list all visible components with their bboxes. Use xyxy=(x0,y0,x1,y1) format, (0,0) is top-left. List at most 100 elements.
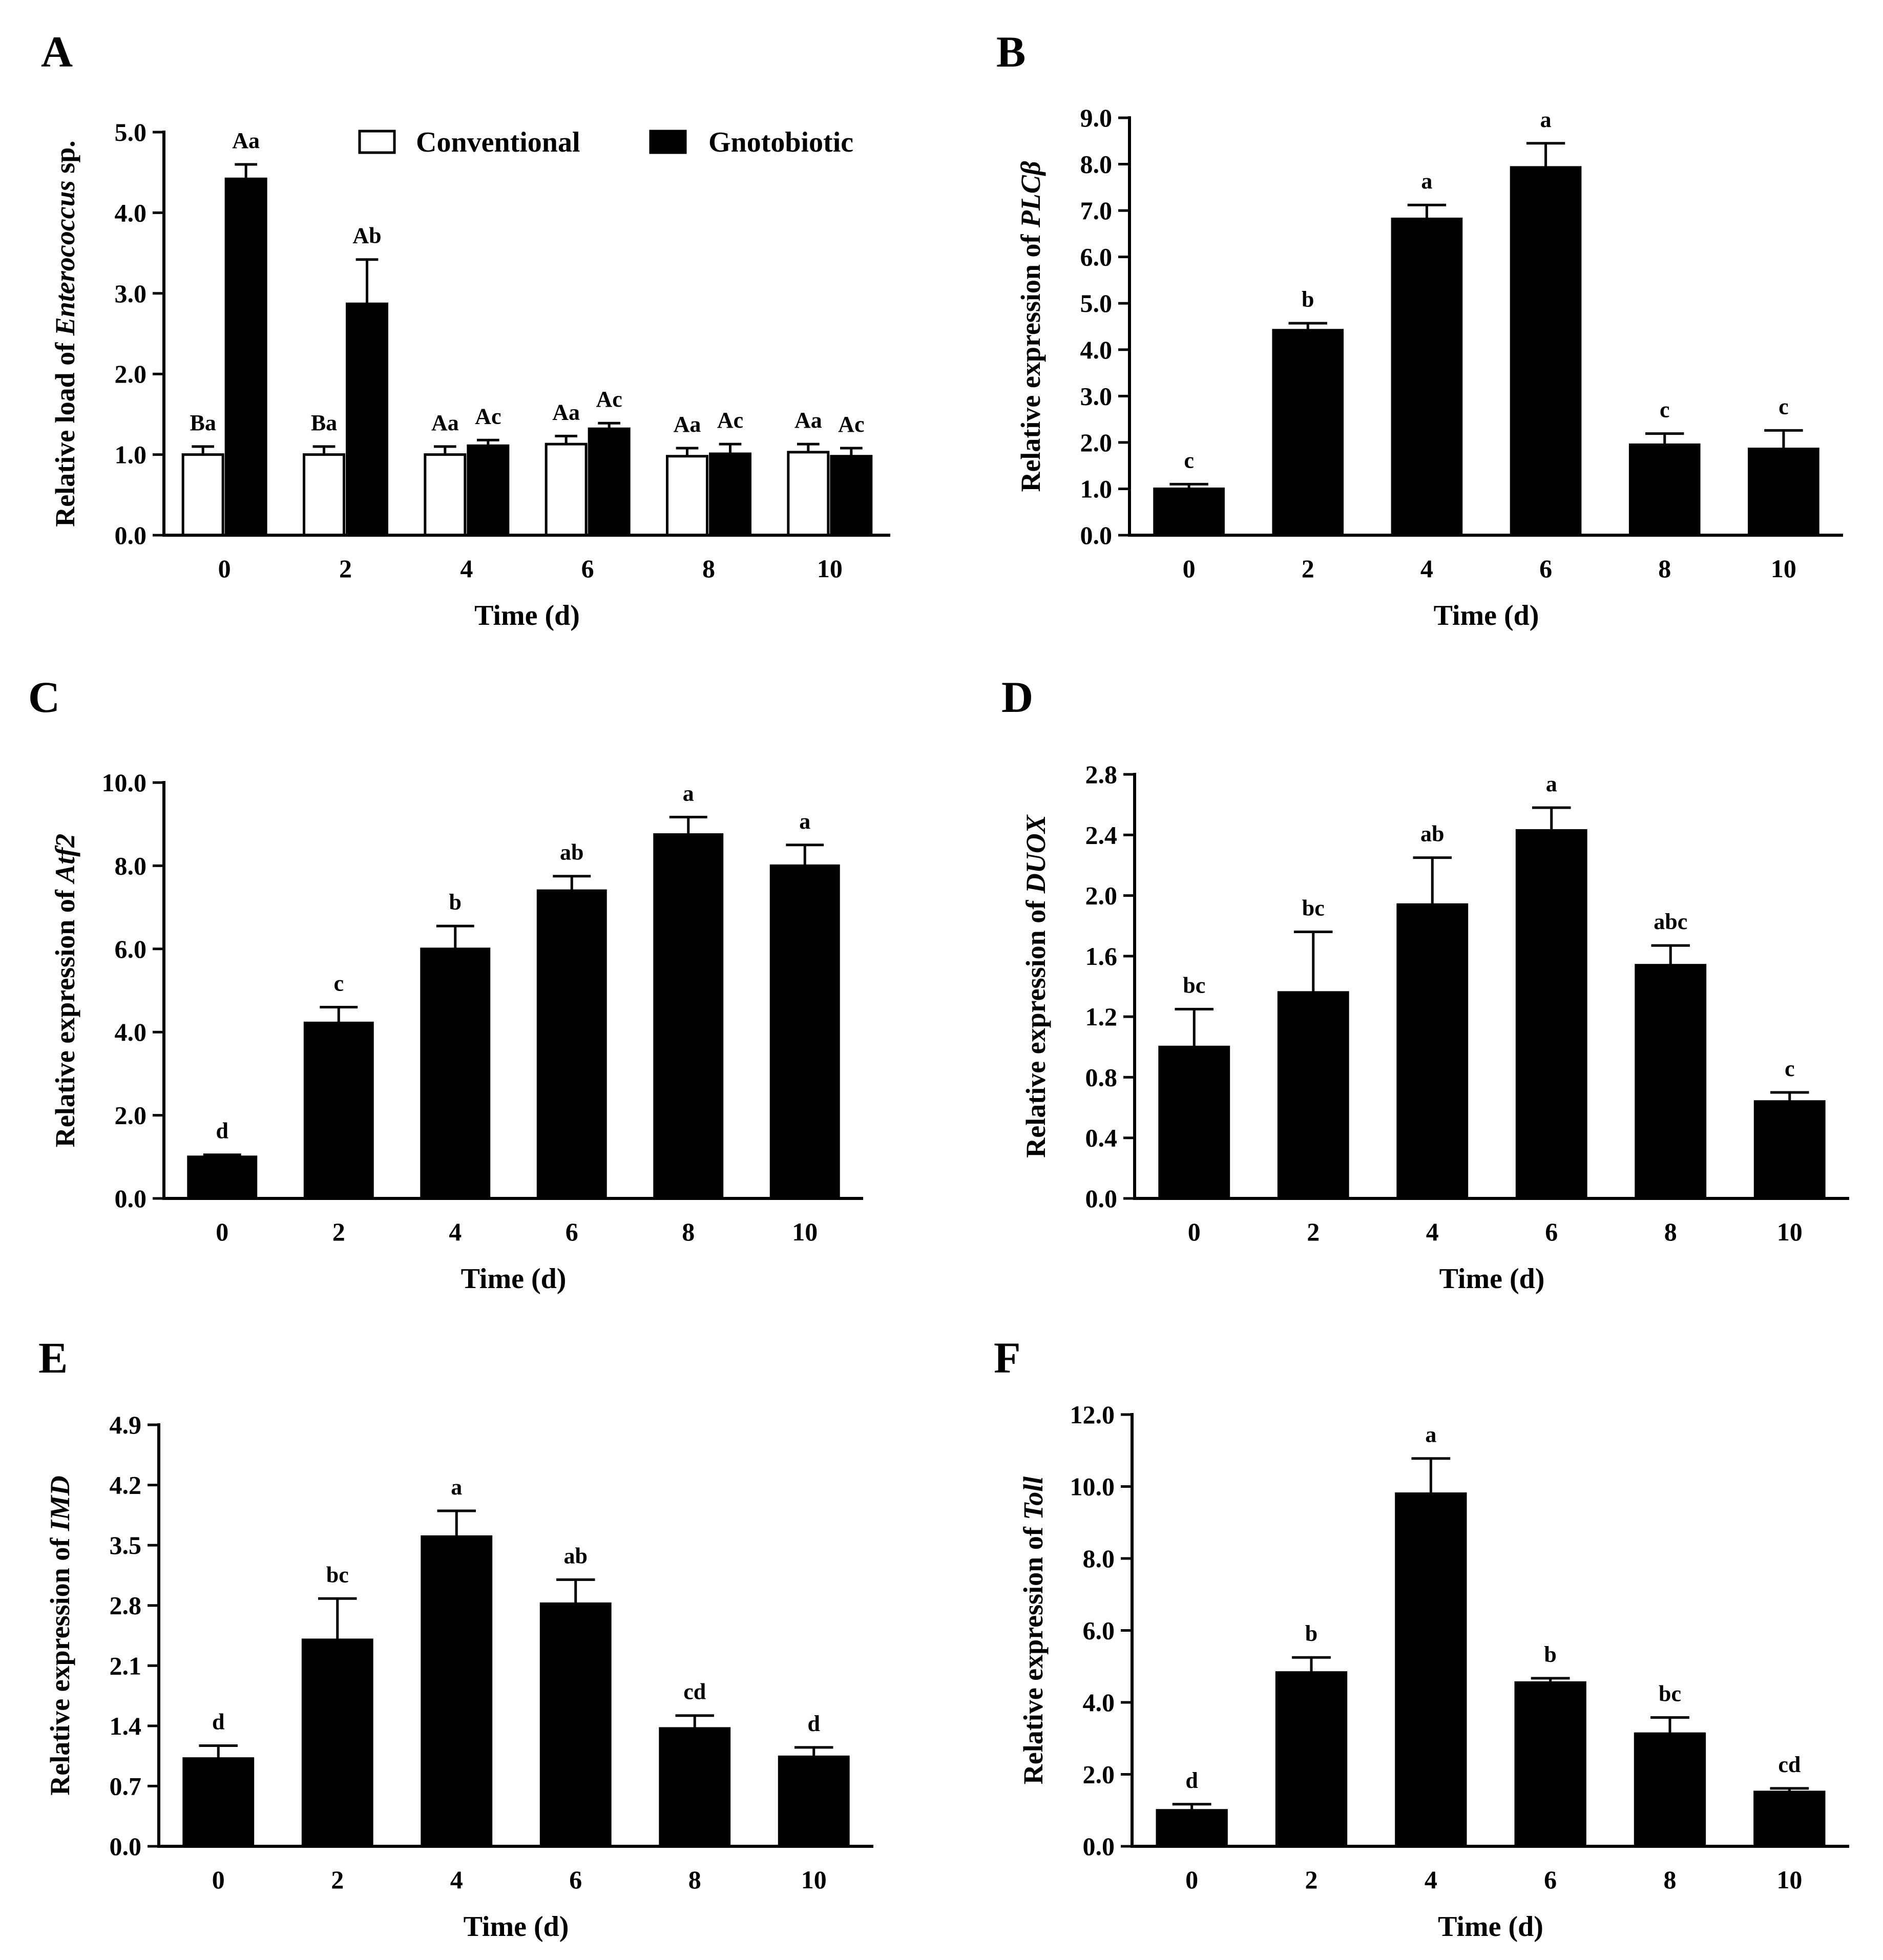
y-axis-title-italic: PLCβ xyxy=(1015,161,1046,228)
y-tick-label: 4.9 xyxy=(110,1410,142,1439)
y-tick-label: 2.8 xyxy=(1085,760,1118,789)
y-axis-title-italic: IMD xyxy=(45,1476,75,1531)
x-tick-label: 0 xyxy=(1183,554,1196,583)
significance-label: a xyxy=(799,809,810,834)
y-tick-label: 8.0 xyxy=(1083,1544,1115,1573)
y-tick-label: 0.8 xyxy=(1085,1063,1118,1091)
legend-label-gnotobiotic: Gnotobiotic xyxy=(708,127,853,158)
y-tick-label: 2.8 xyxy=(110,1591,142,1620)
y-tick-label: 1.0 xyxy=(115,440,147,469)
x-tick-label: 0 xyxy=(216,1217,228,1246)
x-tick-label: 0 xyxy=(1188,1217,1201,1246)
bar-imd-2 xyxy=(301,1638,373,1848)
significance-label: bc xyxy=(1183,973,1205,998)
y-tick-label: 8.0 xyxy=(115,851,147,880)
y-tick-label: 1.6 xyxy=(1085,942,1118,971)
bar-imd-0 xyxy=(182,1757,255,1848)
significance-label: a xyxy=(1421,168,1432,194)
panel-letter: D xyxy=(1001,672,1033,722)
panel-letter: B xyxy=(996,27,1026,76)
significance-label: Ac xyxy=(475,404,501,429)
y-tick-label: 5.0 xyxy=(115,118,147,146)
y-tick-label: 0.0 xyxy=(1083,1832,1115,1861)
significance-label: Aa xyxy=(674,412,701,437)
significance-label: Ab xyxy=(352,223,381,248)
y-tick-label: 8.0 xyxy=(1080,150,1113,179)
bar-gnotobiotic-4 xyxy=(467,444,510,537)
significance-label: Aa xyxy=(794,408,822,433)
x-tick-label: 0 xyxy=(212,1865,225,1894)
bar-toll-4 xyxy=(1395,1492,1467,1848)
significance-label: Ba xyxy=(190,410,216,435)
significance-label: Aa xyxy=(232,128,260,153)
y-tick-label: 0.0 xyxy=(1080,521,1113,550)
bar-duox-8 xyxy=(1635,964,1707,1200)
significance-label: abc xyxy=(1654,909,1687,934)
bar-plc--2 xyxy=(1272,329,1344,537)
y-axis-title-prefix: Relative load of xyxy=(50,335,80,526)
significance-label: bc xyxy=(1659,1681,1681,1706)
x-tick-label: 10 xyxy=(1771,554,1796,583)
bar-conventional-0 xyxy=(181,453,224,537)
y-tick-label: 0.0 xyxy=(115,1184,147,1213)
bar-plc--6 xyxy=(1510,166,1582,537)
bar-atf2-0 xyxy=(187,1155,258,1200)
bar-toll-0 xyxy=(1156,1809,1228,1848)
significance-label: a xyxy=(1425,1422,1436,1447)
y-axis-title: Relative load of Enterococcus sp. xyxy=(50,140,80,527)
y-tick-label: 9.0 xyxy=(1080,103,1113,132)
x-tick-label: 6 xyxy=(1545,1217,1558,1246)
x-axis-title: Time (d) xyxy=(461,1263,567,1295)
x-tick-label: 8 xyxy=(1658,554,1671,583)
x-tick-label: 6 xyxy=(569,1865,582,1894)
bar-atf2-4 xyxy=(420,947,491,1200)
bar-toll-2 xyxy=(1275,1671,1348,1848)
y-axis-title: Relative expression of Atf2 xyxy=(50,834,80,1147)
significance-label: d xyxy=(808,1711,820,1736)
bar-conventional-6 xyxy=(545,442,588,537)
bar-gnotobiotic-8 xyxy=(709,452,751,537)
x-tick-label: 0 xyxy=(218,554,231,583)
x-tick-label: 8 xyxy=(702,554,715,583)
y-tick-label: 4.0 xyxy=(1083,1688,1115,1717)
x-axis-title: Time (d) xyxy=(1438,1911,1543,1943)
significance-label: d xyxy=(212,1709,224,1734)
x-tick-label: 2 xyxy=(331,1865,344,1894)
significance-label: ab xyxy=(1420,821,1444,847)
y-axis-title: Relative expression of PLCβ xyxy=(1015,161,1046,492)
bar-conventional-4 xyxy=(424,453,467,537)
x-tick-label: 6 xyxy=(1539,554,1552,583)
x-tick-label: 8 xyxy=(1664,1217,1677,1246)
y-tick-label: 0.7 xyxy=(110,1772,142,1800)
x-tick-label: 2 xyxy=(1302,554,1314,583)
bar-atf2-8 xyxy=(653,833,724,1200)
y-axis-title-prefix: Relative expression of xyxy=(1018,1520,1049,1784)
bar-atf2-10 xyxy=(769,864,840,1200)
y-tick-label: 3.0 xyxy=(1080,382,1113,410)
y-axis-title-italic: DUOX xyxy=(1020,814,1051,894)
bar-conventional-2 xyxy=(303,453,346,537)
legend-label-conventional: Conventional xyxy=(416,127,580,158)
bar-conventional-10 xyxy=(787,451,830,537)
significance-label: a xyxy=(683,781,694,806)
significance-label: ab xyxy=(560,840,583,865)
x-tick-label: 4 xyxy=(1426,1217,1439,1246)
y-tick-label: 4.0 xyxy=(1080,335,1113,364)
bar-atf2-6 xyxy=(536,889,607,1200)
panel-c: C 0.0 2.0 4.0 6.0 8.0 10.0 d c b ab a a 0 2 4 6 8 10 Time (… xyxy=(28,672,863,1295)
bar-toll-8 xyxy=(1634,1732,1706,1848)
x-tick-label: 10 xyxy=(817,554,843,583)
significance-label: Aa xyxy=(431,410,459,435)
x-tick-label: 6 xyxy=(581,554,594,583)
bar-plc--4 xyxy=(1391,217,1463,537)
y-tick-label: 4.0 xyxy=(115,198,147,227)
y-axis-title-italic: Atf2 xyxy=(50,834,80,884)
y-tick-label: 4.0 xyxy=(115,1018,147,1046)
x-tick-label: 10 xyxy=(801,1865,827,1894)
x-tick-label: 2 xyxy=(332,1217,345,1246)
y-axis-title-prefix: Relative expression of xyxy=(45,1531,75,1795)
significance-label: b xyxy=(449,890,462,915)
significance-label: b xyxy=(1544,1642,1556,1667)
x-axis-title: Time (d) xyxy=(1434,600,1539,631)
y-tick-label: 6.0 xyxy=(1083,1616,1115,1645)
